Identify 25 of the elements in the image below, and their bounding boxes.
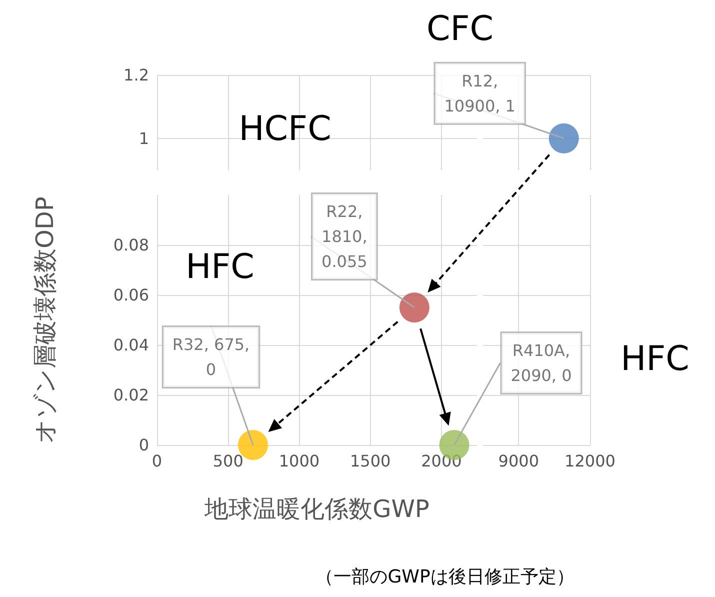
y-axis-title: オゾン層破壊係数ODP xyxy=(31,196,59,444)
x-tick-label: 9000 xyxy=(498,452,540,470)
x-tick-label: 1000 xyxy=(278,452,320,470)
x-tick-label: 500 xyxy=(212,452,244,470)
x-axis-title: 地球温暖化係数GWP xyxy=(204,495,430,523)
text: （一部のGWPは後日修正予定） xyxy=(316,566,574,588)
annotation: R32, 675, 0 xyxy=(172,335,250,379)
y-tick-label: 1.2 xyxy=(124,66,149,84)
y-tick-label: 0.08 xyxy=(113,236,149,254)
annotation: R22, 1810, 0.055 xyxy=(322,202,368,271)
text: CFC xyxy=(426,9,494,49)
y-tick-label: 1 xyxy=(138,128,149,148)
y-tick-label: 0.02 xyxy=(113,386,149,404)
annotation: HFC xyxy=(186,247,254,287)
y-tick-label: 0.06 xyxy=(113,286,149,304)
y-tick-label: 0.04 xyxy=(113,336,149,354)
y-tick-label: 0 xyxy=(138,436,149,454)
annotation: R410A, 2090, 0 xyxy=(510,341,572,385)
annotation: R12, 10900, 1 xyxy=(444,71,516,116)
x-tick-label: 12000 xyxy=(564,452,616,470)
x-tick-label: 2000 xyxy=(421,452,462,470)
x-tick-label: 0 xyxy=(152,452,162,470)
annotation: HCFC xyxy=(238,109,332,149)
text: HFC xyxy=(620,339,690,379)
x-tick-label: 1500 xyxy=(350,452,391,470)
